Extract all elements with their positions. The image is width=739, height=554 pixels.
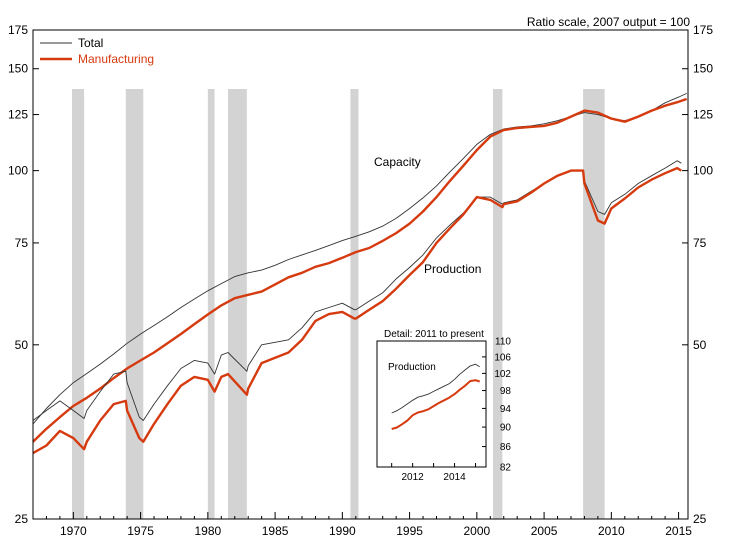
x-tick-label: 2000	[463, 524, 490, 538]
x-tick-label: 1995	[396, 524, 423, 538]
series-line-manufacturing-capacity	[32, 97, 688, 443]
plot-frame	[32, 29, 689, 520]
inset-y-tick-label: 90	[500, 423, 512, 434]
inset-y-tick-label: 94	[500, 404, 512, 415]
x-tick-label: 1970	[60, 524, 87, 538]
inset-title: Detail: 2011 to present	[384, 329, 484, 340]
inset-detail-chart: 82 86 90 94 98 102 106 110 2012 2014 Detail: 2011 …	[376, 329, 512, 483]
y-tick-label-right: 25	[693, 512, 707, 526]
y-tick-label-left: 50	[15, 338, 29, 352]
inset-series-line-total	[391, 363, 480, 414]
y-tick-label-right: 100	[693, 164, 713, 178]
recession-band-0	[72, 89, 85, 519]
annotation-production: Production	[424, 262, 481, 276]
inset-y-tick-label: 98	[500, 386, 512, 397]
recession-band-2	[207, 89, 215, 519]
recession-band-6	[583, 89, 605, 519]
recession-band-3	[228, 89, 247, 519]
series-lines	[32, 92, 688, 455]
y-tick-label-left: 125	[8, 108, 28, 122]
recession-band-5	[492, 89, 503, 519]
x-tick-label: 2010	[598, 524, 625, 538]
inset-series-line-manufacturing	[391, 379, 480, 430]
recession-bands	[72, 89, 605, 519]
y-tick-label-right: 50	[693, 338, 707, 352]
x-tick-label: 1985	[262, 524, 289, 538]
y-tick-label-left: 25	[15, 512, 29, 526]
y-tick-label-right: 75	[693, 236, 707, 250]
y-tick-label-right: 175	[693, 23, 713, 37]
inset-frame	[376, 340, 487, 468]
series-line-total-capacity	[32, 92, 687, 425]
legend: Total Manufacturing	[40, 36, 154, 66]
inset-x-tick-label: 2012	[402, 472, 425, 483]
inset-production-label: Production	[388, 362, 436, 373]
x-tick-label: 1975	[127, 524, 154, 538]
x-tick-label: 1990	[329, 524, 356, 538]
axes: 25 25 50 50 75 75 100 100 125 125 150 150 175 175 1970…	[8, 23, 713, 538]
recession-band-4	[350, 89, 359, 519]
inset-y-tick-label: 106	[494, 352, 511, 363]
annotation-capacity: Capacity	[374, 155, 421, 169]
scale-note: Ratio scale, 2007 output = 100	[527, 15, 690, 29]
y-tick-label-left: 150	[8, 62, 28, 76]
y-tick-label-left: 75	[15, 236, 29, 250]
inset-y-tick-label: 82	[500, 463, 512, 474]
inset-y-tick-label: 102	[494, 369, 511, 380]
x-tick-label: 2015	[665, 524, 692, 538]
y-tick-label-right: 150	[693, 62, 713, 76]
inset-y-tick-label: 86	[500, 442, 512, 453]
legend-label-total: Total	[78, 36, 103, 50]
series-line-manufacturing-production	[32, 166, 682, 455]
y-tick-label-right: 125	[693, 108, 713, 122]
inset-y-tick-label: 110	[495, 337, 511, 348]
recession-band-1	[125, 89, 144, 519]
y-tick-label-left: 100	[8, 164, 28, 178]
legend-label-manufacturing: Manufacturing	[78, 52, 154, 66]
y-tick-label-left: 175	[8, 23, 28, 37]
x-tick-label: 1980	[194, 524, 221, 538]
x-tick-label: 2005	[531, 524, 558, 538]
inset-x-tick-label: 2014	[443, 472, 466, 483]
